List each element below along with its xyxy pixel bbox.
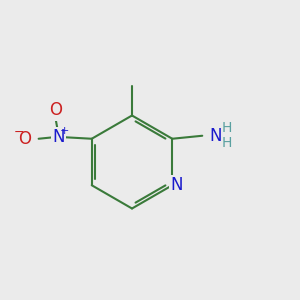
Text: +: + (60, 126, 69, 136)
Text: H: H (222, 121, 232, 135)
Text: O: O (18, 130, 31, 148)
Text: N: N (52, 128, 64, 146)
Text: O: O (49, 101, 62, 119)
Text: N: N (170, 176, 182, 194)
Text: H: H (222, 136, 232, 150)
Text: N: N (170, 176, 182, 194)
Text: N: N (209, 127, 222, 145)
Text: −: − (14, 126, 24, 139)
